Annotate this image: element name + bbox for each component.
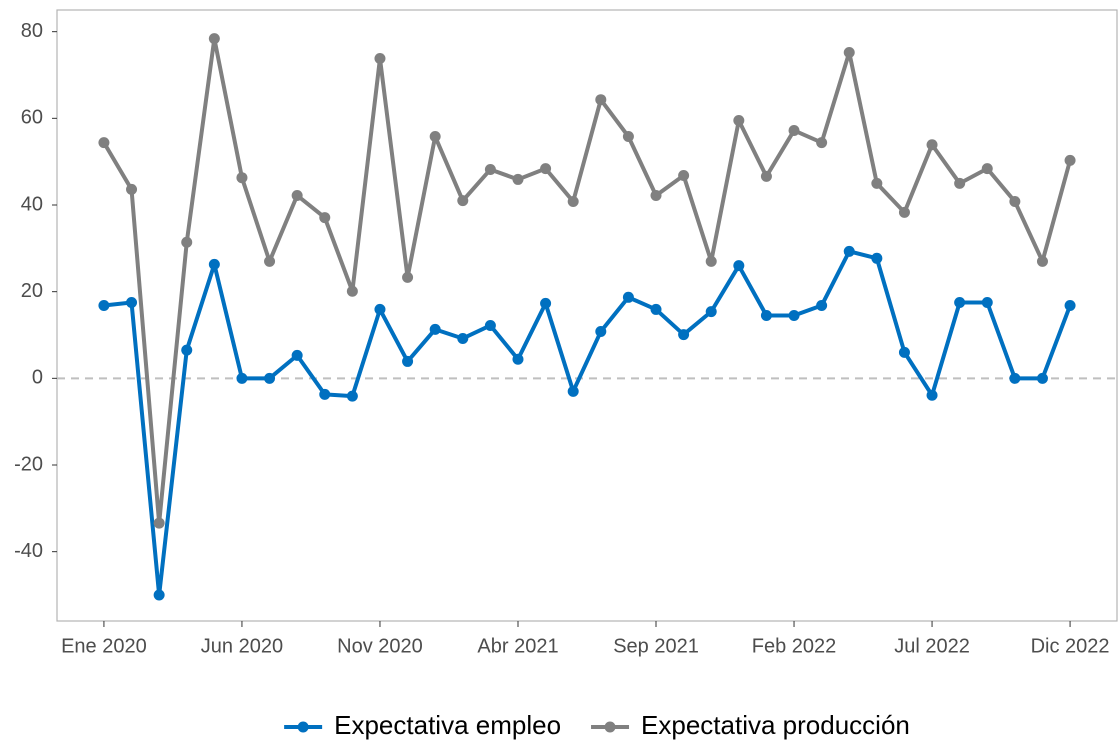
series-line xyxy=(102,36,1072,526)
point xyxy=(926,389,938,401)
y-tick-label: 80 xyxy=(21,20,43,42)
point xyxy=(1009,372,1021,384)
point xyxy=(843,245,855,257)
point xyxy=(788,310,800,321)
point xyxy=(595,326,607,338)
point xyxy=(484,319,496,331)
legend-label: Expectativa producción xyxy=(641,710,910,740)
point xyxy=(733,260,745,272)
point xyxy=(843,46,855,58)
point xyxy=(650,303,662,315)
x-tick-label: Dic 2022 xyxy=(1031,635,1110,657)
point xyxy=(1036,372,1048,384)
x-tick-label: Jun 2020 xyxy=(201,635,283,657)
point xyxy=(181,236,193,248)
x-tick-label: Ene 2020 xyxy=(61,635,147,657)
point xyxy=(264,372,276,384)
plot-border xyxy=(56,9,1118,622)
point xyxy=(733,115,745,126)
legend-marker xyxy=(604,721,616,733)
point xyxy=(346,285,358,297)
point xyxy=(981,163,993,175)
point xyxy=(678,170,690,182)
point xyxy=(346,390,358,402)
y-tick-label: 20 xyxy=(21,280,43,302)
point xyxy=(153,589,165,601)
x-tick-label: Sep 2021 xyxy=(613,635,699,657)
point xyxy=(402,271,414,283)
point xyxy=(954,297,966,308)
point xyxy=(540,297,552,309)
point xyxy=(595,94,607,106)
y-tick-label: -20 xyxy=(14,453,43,475)
point xyxy=(816,300,828,312)
point xyxy=(650,189,662,201)
point xyxy=(1064,300,1076,312)
point xyxy=(126,183,138,195)
point xyxy=(208,258,220,270)
point xyxy=(402,355,414,367)
point xyxy=(816,137,828,149)
point xyxy=(236,172,248,184)
point xyxy=(760,170,772,182)
point xyxy=(264,255,276,267)
point xyxy=(98,300,110,312)
x-tick-label: Nov 2020 xyxy=(337,635,423,657)
point xyxy=(429,131,441,143)
point xyxy=(484,163,496,175)
y-tick-label: 60 xyxy=(21,107,43,129)
x-tick-label: Abr 2021 xyxy=(477,635,558,657)
point xyxy=(512,353,524,365)
point xyxy=(898,346,910,358)
series-line xyxy=(103,249,1072,597)
point xyxy=(567,385,579,397)
point xyxy=(319,212,331,224)
legend-label: Expectativa empleo xyxy=(334,710,561,740)
point xyxy=(622,131,634,143)
point xyxy=(236,372,248,384)
y-tick-label: 40 xyxy=(21,193,43,215)
point xyxy=(871,177,883,189)
point xyxy=(291,349,303,361)
y-tick-label: 0 xyxy=(32,367,43,389)
x-tick-label: Jul 2022 xyxy=(894,635,970,657)
point xyxy=(457,332,469,344)
point xyxy=(208,33,220,45)
point xyxy=(926,139,938,151)
legend-marker xyxy=(297,721,309,733)
point xyxy=(457,195,469,207)
y-tick-label: -40 xyxy=(14,540,43,562)
point xyxy=(1036,255,1048,267)
point xyxy=(981,297,993,308)
point xyxy=(153,517,165,529)
point xyxy=(98,137,110,149)
point xyxy=(705,255,717,267)
point xyxy=(540,163,552,175)
point xyxy=(1064,154,1076,166)
point xyxy=(374,303,386,315)
point xyxy=(181,344,193,356)
point xyxy=(429,323,441,335)
point xyxy=(898,206,910,218)
point xyxy=(788,124,800,136)
point xyxy=(374,53,386,65)
point xyxy=(291,189,303,201)
point xyxy=(622,291,634,303)
point xyxy=(319,388,331,400)
legend: Expectativa empleo Expectativa producción xyxy=(284,710,910,740)
point xyxy=(567,196,579,208)
point xyxy=(126,297,138,308)
point xyxy=(871,252,883,264)
point xyxy=(705,306,717,318)
x-tick-label: Feb 2022 xyxy=(752,635,837,657)
point xyxy=(760,310,772,321)
point xyxy=(1009,196,1021,208)
point xyxy=(954,177,966,189)
point xyxy=(678,329,690,341)
point xyxy=(512,173,524,185)
